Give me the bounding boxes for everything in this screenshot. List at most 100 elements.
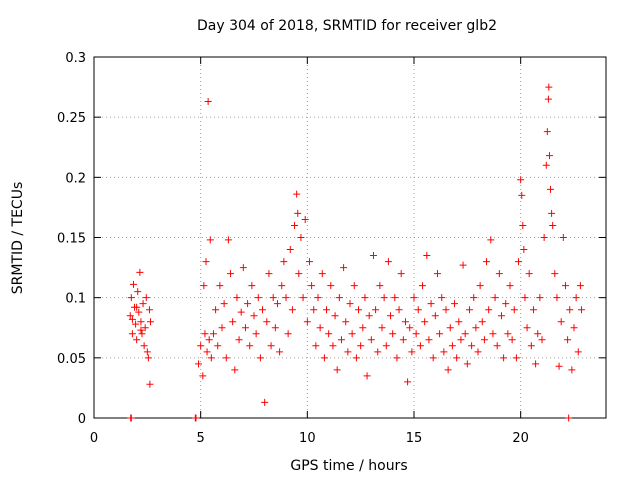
data-point [207, 354, 215, 362]
x-tick-label: 15 [406, 431, 423, 446]
data-point [201, 330, 209, 338]
data-point [241, 324, 249, 332]
data-point [235, 336, 243, 344]
data-point [197, 342, 205, 350]
data-point [280, 258, 288, 266]
labels: Day 304 of 2018, SRMTID for receiver glb… [10, 18, 497, 474]
data-point [493, 342, 501, 350]
data-point [408, 348, 416, 356]
data-point [448, 342, 456, 350]
data-point [314, 294, 322, 302]
data-point [133, 336, 141, 344]
data-point [365, 312, 373, 320]
data-point [284, 330, 292, 338]
data-point [141, 324, 149, 332]
data-point [476, 282, 484, 290]
x-tick-label: 5 [197, 431, 205, 446]
data-point [489, 330, 497, 338]
x-axis-label: GPS time / hours [290, 458, 407, 474]
data-point [536, 294, 544, 302]
data-point [470, 294, 478, 302]
data-point [518, 191, 526, 199]
data-point [254, 294, 262, 302]
data-point [337, 336, 345, 344]
data-point [299, 294, 307, 302]
data-point [267, 342, 275, 350]
data-point [506, 282, 514, 290]
data-point [414, 306, 422, 314]
data-point [212, 306, 220, 314]
data-point [376, 282, 384, 290]
data-point [446, 324, 454, 332]
data-point [206, 236, 214, 244]
data-point [423, 252, 431, 260]
data-point [342, 318, 350, 326]
data-point [195, 360, 203, 368]
data-point [495, 270, 503, 278]
data-point [286, 246, 294, 254]
data-point [412, 330, 420, 338]
data-point [250, 312, 258, 320]
data-point [525, 270, 533, 278]
data-point [419, 282, 427, 290]
data-points [126, 83, 585, 422]
data-point [135, 308, 143, 316]
data-point [146, 380, 154, 388]
data-point [145, 306, 153, 314]
data-point [399, 336, 407, 344]
data-point [271, 324, 279, 332]
data-point [576, 282, 584, 290]
data-point [137, 326, 145, 334]
data-point [361, 294, 369, 302]
data-point [438, 294, 446, 302]
data-point [549, 221, 557, 229]
data-point [547, 185, 555, 193]
data-point [303, 318, 311, 326]
data-point [263, 318, 271, 326]
data-point [199, 372, 207, 380]
data-point [295, 270, 303, 278]
data-point [401, 318, 409, 326]
y-tick-label: 0.05 [57, 352, 86, 367]
data-point [127, 414, 135, 422]
data-point [474, 348, 482, 356]
data-point [192, 414, 200, 422]
y-tick-label: 0.1 [65, 292, 86, 307]
data-point [425, 336, 433, 344]
y-tick-label: 0 [78, 412, 86, 427]
data-point [282, 294, 290, 302]
data-point [436, 330, 444, 338]
data-point [301, 215, 309, 223]
data-point [440, 348, 448, 356]
data-point [395, 306, 403, 314]
y-tick-label: 0.25 [57, 111, 86, 126]
data-point [497, 312, 505, 320]
data-point [382, 342, 390, 350]
data-point [451, 300, 459, 308]
data-point [500, 354, 508, 362]
data-point [543, 128, 551, 136]
data-point [147, 318, 155, 326]
data-point [227, 270, 235, 278]
data-point [369, 252, 377, 260]
data-point [391, 294, 399, 302]
data-point [127, 294, 135, 302]
data-point [269, 294, 277, 302]
data-point [224, 236, 232, 244]
data-point [527, 342, 535, 350]
data-point [335, 294, 343, 302]
data-point [291, 221, 299, 229]
data-point [559, 234, 567, 241]
data-point [143, 348, 151, 356]
data-point [265, 270, 273, 278]
x-tick-label: 20 [512, 431, 529, 446]
data-point [216, 282, 224, 290]
data-point [555, 362, 563, 370]
data-point [316, 324, 324, 332]
chart-title: Day 304 of 2018, SRMTID for receiver glb… [197, 18, 497, 34]
axes: 0 0.05 0.1 0.15 0.2 0.25 0.3 0 5 10 15 20 [57, 51, 607, 446]
data-point [491, 294, 499, 302]
data-point [512, 354, 520, 362]
data-point [128, 330, 136, 338]
data-point [465, 306, 473, 314]
